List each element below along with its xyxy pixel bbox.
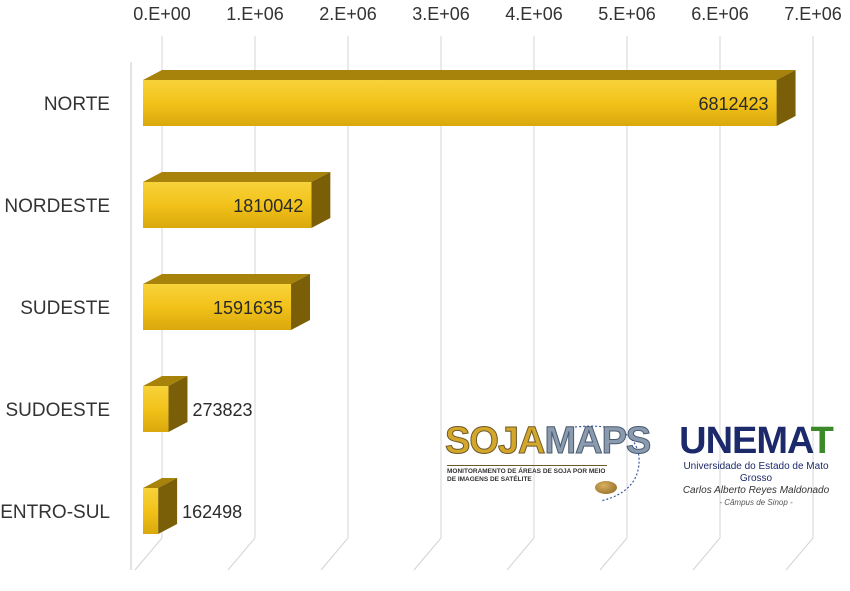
y-axis: NORTE NORDESTE SUDESTE SUDOESTE CENTRO-SUL	[0, 94, 110, 523]
unemat-name: Universidade do Estado de Mato Grosso	[683, 461, 829, 484]
gridline-floor	[506, 537, 535, 571]
x-axis: 0.E+00 1.E+06 2.E+06 3.E+06 4.E+06 5.E+06 6.E+…	[133, 4, 842, 24]
bar-front	[143, 80, 777, 126]
data-label: 162498	[182, 502, 242, 522]
bar-side	[158, 478, 178, 534]
bar	[143, 172, 331, 228]
unemat-word-a: UNEMA	[679, 420, 812, 462]
data-label: 6812423	[698, 94, 768, 114]
unemat-logo: UNEMAT Universidade do Estado de Mato Gr…	[672, 421, 840, 508]
bar-side	[168, 376, 188, 432]
sojamaps-subtitle: MONITORAMENTO DE ÁREAS DE SOJA POR MEIO …	[447, 465, 607, 484]
x-tick-label: 2.E+06	[319, 4, 377, 24]
sojamaps-wordmark: SOJAMAPS	[444, 420, 652, 462]
x-tick-label: 3.E+06	[412, 4, 470, 24]
category-label: SUDOESTE	[5, 400, 110, 421]
sojamaps-logo: SOJAMAPS MONITORAMENTO DE ÁREAS DE SOJA …	[444, 420, 652, 505]
gridline-floor	[320, 537, 349, 571]
gridline-floor	[413, 537, 442, 571]
logos: SOJAMAPS MONITORAMENTO DE ÁREAS DE SOJA …	[440, 415, 840, 508]
data-labels: 6812423 1810042 1591635 273823 162498	[182, 94, 768, 522]
bar-front	[143, 386, 169, 432]
bar-side	[311, 172, 331, 228]
x-tick-label: 4.E+06	[505, 4, 563, 24]
x-tick-label: 5.E+06	[598, 4, 656, 24]
bar	[143, 376, 188, 432]
category-label: CENTRO-SUL	[0, 502, 110, 523]
x-tick-label: 0.E+00	[133, 4, 191, 24]
bar-top	[143, 274, 311, 284]
bars	[143, 70, 796, 534]
gridline-floor	[785, 537, 814, 571]
gridline-floor	[692, 537, 721, 571]
sojamaps-word-a: SOJA	[444, 420, 545, 462]
category-label: SUDESTE	[20, 298, 110, 319]
sojamaps-word-b: MAPS	[544, 420, 652, 462]
category-label: NORDESTE	[4, 196, 110, 217]
bar-top	[143, 70, 796, 80]
bar-top	[143, 478, 178, 488]
satellite-orbit-icon	[574, 425, 640, 502]
gridline-floor	[599, 537, 628, 571]
bar-front	[143, 284, 292, 330]
data-label: 1591635	[213, 298, 283, 318]
bar-side	[776, 70, 796, 126]
data-label: 273823	[192, 400, 252, 420]
bar-top	[143, 172, 331, 182]
gridline-floor	[227, 537, 256, 571]
unemat-wordmark: UNEMAT	[672, 421, 840, 461]
bar	[143, 70, 796, 126]
bar-side	[291, 274, 311, 330]
x-tick-label: 1.E+06	[226, 4, 284, 24]
bar-front	[143, 488, 159, 534]
data-label: 1810042	[233, 196, 303, 216]
soybean-icon	[595, 481, 617, 494]
bar	[143, 274, 311, 330]
bar-top	[143, 376, 188, 386]
gridline-floor	[134, 537, 163, 571]
bar	[143, 478, 178, 534]
bar-front	[143, 182, 312, 228]
x-tick-label: 7.E+06	[784, 4, 842, 24]
unemat-campus-city: - Câmpus de Sinop -	[719, 498, 793, 507]
x-tick-label: 6.E+06	[691, 4, 749, 24]
unemat-word-b: T	[810, 420, 834, 462]
category-label: NORTE	[44, 94, 110, 115]
unemat-campus-name: Carlos Alberto Reyes Maldonado	[682, 485, 830, 496]
